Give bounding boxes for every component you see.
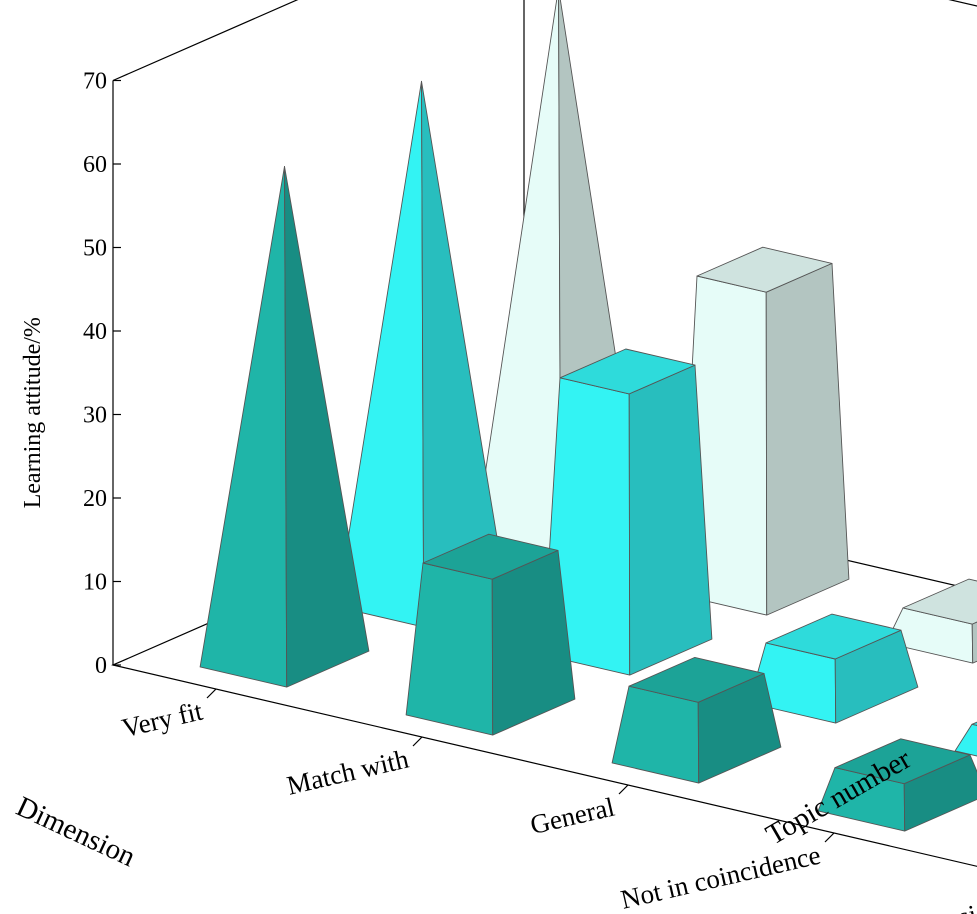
- bar-side-face: [284, 165, 370, 688]
- bar-front-face: [199, 165, 288, 688]
- bar-6-2: [885, 578, 977, 664]
- bar-4-1: [405, 533, 576, 736]
- dimension-label-general: General: [527, 792, 617, 840]
- bar-front-face: [611, 685, 700, 784]
- bar-side-face: [971, 621, 977, 664]
- bar-front-face: [954, 723, 977, 757]
- bar-5-1: [542, 348, 713, 676]
- y-tick-label: 40: [83, 319, 107, 345]
- dimension-label-match-with: Match with: [284, 744, 412, 801]
- x-tick-mark: [824, 832, 835, 843]
- bar-top-face: [696, 246, 833, 293]
- bar-4-3: [817, 738, 977, 832]
- dimension-label-not-in-coincidence: Not in coincidence: [618, 840, 823, 914]
- x-axis-title: Dimension: [11, 790, 140, 873]
- bar-top-face: [765, 613, 902, 660]
- y-tick-label: 70: [83, 69, 107, 95]
- bar-4-0: [199, 165, 370, 688]
- bar-top-face: [559, 348, 696, 395]
- bar-top-face: [422, 533, 559, 580]
- x-tick-mark: [206, 688, 217, 699]
- y-tick-label: 30: [83, 403, 107, 429]
- dimension-label-very-fit: Very fit: [119, 696, 206, 744]
- bar-top-face: [834, 738, 971, 785]
- x-tick-mark: [618, 784, 629, 795]
- wall-top-edge: [112, 0, 977, 82]
- bar-5-2: [748, 613, 919, 724]
- y-axis-title: Learning attitude/%: [20, 317, 46, 508]
- bar-side-face: [765, 262, 850, 616]
- bar-top-face: [971, 721, 977, 726]
- dimension-label-very-inconsistent: Very inconsistent: [841, 888, 977, 914]
- bar-top-face: [628, 656, 765, 703]
- x-tick-mark: [412, 736, 423, 747]
- y-tick-label: 20: [83, 486, 107, 512]
- y-tick-label: 10: [83, 570, 107, 596]
- y-tick-label: 0: [95, 653, 107, 679]
- bar-top-face: [902, 578, 977, 625]
- bar-4-2: [611, 656, 782, 784]
- bar-5-3: [954, 721, 977, 757]
- y-tick-label: 50: [83, 236, 107, 262]
- y-tick-label: 60: [83, 152, 107, 178]
- chart-bars: [199, 0, 977, 832]
